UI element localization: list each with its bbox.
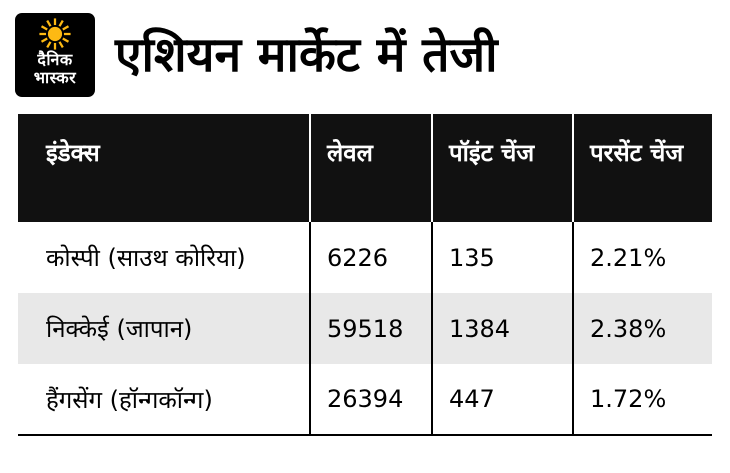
cell-point-change: 135 <box>431 222 573 293</box>
header-index: इंडेक्स <box>18 114 310 222</box>
cell-level: 59518 <box>309 293 432 364</box>
cell-point-change: 1384 <box>431 293 573 364</box>
dainik-bhaskar-logo: दैनिक भास्कर <box>15 13 95 97</box>
cell-percent-change: 1.72% <box>572 364 712 435</box>
table-row: कोस्पी (साउथ कोरिया) 6226 135 2.21% <box>18 222 712 293</box>
cell-index-name: निक्केई (जापान) <box>46 315 193 343</box>
header-level: लेवल <box>309 114 432 222</box>
market-table: इंडेक्स लेवल पॉइंट चेंज परसेंट चेंज कोस्… <box>18 114 712 436</box>
cell-point-change: 447 <box>431 364 573 435</box>
cell-percent-change: 2.38% <box>572 293 712 364</box>
cell-level: 6226 <box>309 222 432 293</box>
cell-level: 26394 <box>309 364 432 435</box>
table-row: निक्केई (जापान) 59518 1384 2.38% <box>18 293 712 364</box>
cell-percent-change: 2.21% <box>572 222 712 293</box>
logo-text-line1: दैनिक <box>37 50 73 69</box>
header-point-change: पॉइंट चेंज <box>431 114 573 222</box>
cell-index-name: हैंगसेंग (हॉन्गकॉन्ग) <box>46 385 213 414</box>
table-header-row: इंडेक्स लेवल पॉइंट चेंज परसेंट चेंज <box>18 114 712 222</box>
logo-text-line2: भास्कर <box>33 67 77 87</box>
cell-index-name: कोस्पी (साउथ कोरिया) <box>46 244 246 272</box>
masthead: दैनिक भास्कर एशियन मार्केट में तेजी <box>0 0 730 97</box>
sun-icon <box>39 18 71 50</box>
page-title: एशियन मार्केट में तेजी <box>115 26 498 83</box>
header-percent-change: परसेंट चेंज <box>572 114 712 222</box>
table-row: हैंगसेंग (हॉन्गकॉन्ग) 26394 447 1.72% <box>18 364 712 435</box>
